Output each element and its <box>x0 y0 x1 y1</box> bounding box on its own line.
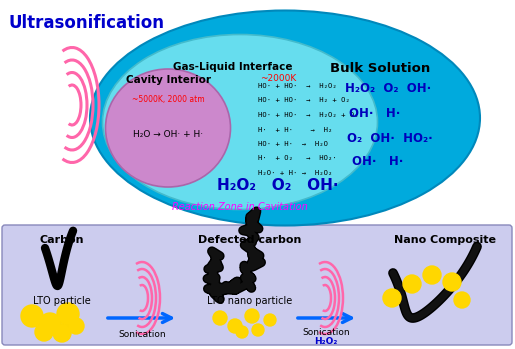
Text: HO· + HO·  →  H₂O₂: HO· + HO· → H₂O₂ <box>258 83 337 89</box>
Circle shape <box>383 289 401 307</box>
FancyBboxPatch shape <box>2 225 512 345</box>
Circle shape <box>236 326 248 338</box>
Circle shape <box>21 305 43 327</box>
Text: H₂O₂: H₂O₂ <box>314 337 338 346</box>
Text: Bulk Solution: Bulk Solution <box>330 62 430 75</box>
Text: Sonication: Sonication <box>302 328 350 337</box>
Circle shape <box>53 324 71 342</box>
Text: OH·   H·: OH· H· <box>349 107 401 120</box>
Ellipse shape <box>106 69 231 187</box>
Text: H₂O₂   O₂   OH·: H₂O₂ O₂ OH· <box>217 178 339 193</box>
Circle shape <box>264 314 276 326</box>
Text: Defected carbon: Defected carbon <box>198 235 302 245</box>
Circle shape <box>68 318 84 334</box>
Circle shape <box>213 311 227 325</box>
Text: Cavity Interior: Cavity Interior <box>126 75 211 85</box>
Text: ~2000K: ~2000K <box>260 74 296 83</box>
Text: Reaction Zone in Cavitation: Reaction Zone in Cavitation <box>172 202 308 212</box>
Text: Sonication: Sonication <box>118 330 166 339</box>
Ellipse shape <box>102 35 377 209</box>
Text: LTO nano particle: LTO nano particle <box>208 296 293 306</box>
Text: LTO particle: LTO particle <box>33 296 91 306</box>
Text: HO· + HO·  →  H₂ + O₂: HO· + HO· → H₂ + O₂ <box>258 97 350 104</box>
Ellipse shape <box>90 10 480 225</box>
Text: Carbon: Carbon <box>40 235 84 245</box>
Text: HO· + H·  →  H₂O: HO· + H· → H₂O <box>258 141 328 147</box>
Text: Gas-Liquid Interface: Gas-Liquid Interface <box>173 62 293 72</box>
Text: H·  + H·    →  H₂: H· + H· → H₂ <box>258 126 332 133</box>
Text: Nano Composite: Nano Composite <box>394 235 496 245</box>
Circle shape <box>454 292 470 308</box>
Text: O₂  OH·  HO₂·: O₂ OH· HO₂· <box>347 132 433 145</box>
Circle shape <box>57 303 79 325</box>
Text: ~5000K, 2000 atm: ~5000K, 2000 atm <box>132 95 204 104</box>
Text: Ultrasonification: Ultrasonification <box>8 14 164 32</box>
Circle shape <box>423 266 441 284</box>
Circle shape <box>403 275 421 293</box>
Text: H·  + O₂   →  HO₂·: H· + O₂ → HO₂· <box>258 156 337 162</box>
Circle shape <box>245 309 259 323</box>
Circle shape <box>35 323 53 341</box>
Circle shape <box>443 273 461 291</box>
Text: H₂O· + H· →  H₂O₂: H₂O· + H· → H₂O₂ <box>258 170 332 176</box>
Text: OH·   H·: OH· H· <box>352 155 404 168</box>
Text: H₂O₂  O₂  OH·: H₂O₂ O₂ OH· <box>345 82 431 95</box>
Circle shape <box>228 319 242 333</box>
Text: H₂O → OH· + H·: H₂O → OH· + H· <box>133 130 203 139</box>
Circle shape <box>39 313 61 335</box>
Text: HO· + HO·  →  H₂O₂ + O₂: HO· + HO· → H₂O₂ + O₂ <box>258 112 358 118</box>
Circle shape <box>252 324 264 336</box>
